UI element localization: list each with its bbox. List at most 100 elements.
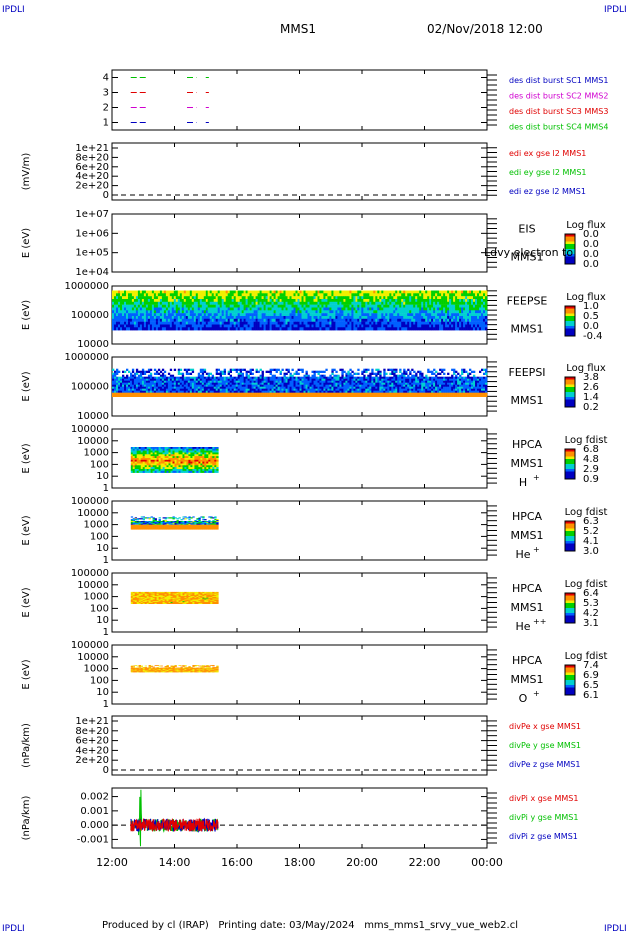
heatmap-cell bbox=[305, 384, 308, 387]
heatmap-cell bbox=[169, 293, 173, 297]
heatmap-cell bbox=[379, 307, 382, 311]
heatmap-cell bbox=[137, 301, 141, 305]
heatmap-cell bbox=[451, 380, 454, 383]
heatmap-cell bbox=[375, 299, 378, 303]
heatmap-cell bbox=[241, 327, 244, 331]
heatmap-cell bbox=[459, 388, 462, 391]
heatmap-cell bbox=[263, 299, 266, 303]
heatmap-cell bbox=[303, 384, 306, 387]
heatmap-cell bbox=[461, 310, 464, 314]
heatmap-cell bbox=[227, 316, 230, 320]
heatmap-cell bbox=[393, 388, 396, 391]
heatmap-cell bbox=[391, 380, 394, 383]
heatmap-cell bbox=[327, 380, 330, 383]
heatmap-cell bbox=[331, 321, 334, 325]
heatmap-cell bbox=[431, 304, 434, 308]
heatmap-cell bbox=[139, 392, 143, 395]
heatmap-cell bbox=[309, 296, 312, 300]
heatmap-cell bbox=[439, 382, 442, 385]
heatmap-cell bbox=[449, 299, 452, 303]
heatmap-cell bbox=[303, 316, 306, 320]
heatmap-cell bbox=[481, 310, 484, 314]
heatmap-cell bbox=[385, 388, 388, 391]
heatmap-cell bbox=[255, 307, 258, 311]
heatmap-cell bbox=[369, 392, 372, 395]
heatmap-cell bbox=[375, 293, 378, 297]
heatmap-cell bbox=[255, 304, 258, 308]
heatmap-cell bbox=[311, 382, 314, 385]
heatmap-cell bbox=[321, 378, 324, 381]
heatmap-cell bbox=[449, 293, 452, 297]
heatmap-cell bbox=[399, 299, 402, 303]
heatmap-cell bbox=[363, 324, 366, 328]
heatmap-cell bbox=[425, 307, 428, 311]
heatmap-cell bbox=[471, 376, 474, 379]
heatmap-cell bbox=[126, 293, 129, 297]
heatmap-cell bbox=[213, 394, 216, 397]
heatmap-cell bbox=[171, 313, 175, 317]
heatmap-cell bbox=[295, 318, 298, 322]
heatmap-cell bbox=[213, 386, 216, 389]
heatmap-cell bbox=[305, 386, 308, 389]
heatmap-cell bbox=[307, 310, 310, 314]
heatmap-cell bbox=[189, 384, 193, 387]
heatmap-cell bbox=[197, 316, 201, 320]
heatmap-cell bbox=[325, 307, 328, 311]
heatmap-cell bbox=[339, 316, 342, 320]
heatmap-cell bbox=[177, 310, 181, 314]
heatmap-cell bbox=[321, 370, 324, 373]
heatmap-cell bbox=[367, 386, 370, 389]
heatmap-cell bbox=[467, 374, 470, 377]
heatmap-cell bbox=[257, 382, 260, 385]
heatmap-cell bbox=[225, 324, 228, 328]
heatmap-cell bbox=[211, 296, 214, 300]
heatmap-cell bbox=[337, 316, 340, 320]
heatmap-cell bbox=[227, 301, 230, 305]
heatmap-cell bbox=[199, 313, 203, 317]
heatmap-cell bbox=[151, 299, 155, 303]
heatmap-cell bbox=[279, 376, 282, 379]
heatmap-cell bbox=[267, 304, 270, 308]
heatmap-cell bbox=[283, 318, 286, 322]
heatmap-cell bbox=[353, 386, 356, 389]
heatmap-cell bbox=[199, 290, 203, 294]
heatmap-cell bbox=[161, 310, 165, 314]
heatmap-cell bbox=[473, 299, 476, 303]
heatmap-cell bbox=[289, 310, 292, 314]
heatmap-cell bbox=[267, 321, 270, 325]
heatmap-cell bbox=[437, 321, 440, 325]
heatmap-cell bbox=[343, 321, 346, 325]
heatmap-cell bbox=[273, 299, 276, 303]
heatmap-cell bbox=[403, 380, 406, 383]
heatmap-cell bbox=[305, 307, 308, 311]
heatmap-cell bbox=[165, 376, 169, 379]
heatmap-cell bbox=[255, 378, 258, 381]
heatmap-cell bbox=[291, 290, 294, 294]
heatmap-cell bbox=[281, 316, 284, 320]
heatmap-cell bbox=[229, 324, 232, 328]
heatmap-cell bbox=[389, 388, 392, 391]
heatmap-cell bbox=[383, 368, 386, 371]
heatmap-cell bbox=[321, 290, 324, 294]
heatmap-cell bbox=[245, 370, 248, 373]
heatmap-cell bbox=[297, 384, 300, 387]
heatmap-cell bbox=[149, 307, 153, 311]
heatmap-cell bbox=[177, 370, 181, 373]
heatmap-cell bbox=[357, 318, 360, 322]
heatmap-cell bbox=[457, 384, 460, 387]
heatmap-cell bbox=[419, 296, 422, 300]
heatmap-cell bbox=[223, 386, 226, 389]
heatmap-cell bbox=[143, 327, 147, 331]
heatmap-cell bbox=[425, 296, 428, 300]
heatmap-cell bbox=[411, 324, 414, 328]
heatmap-cell bbox=[369, 376, 372, 379]
heatmap-cell bbox=[331, 313, 334, 317]
heatmap-cell bbox=[385, 321, 388, 325]
heatmap-cell bbox=[291, 301, 294, 305]
heatmap-cell bbox=[181, 380, 185, 383]
heatmap-cell bbox=[353, 316, 356, 320]
heatmap-cell bbox=[315, 376, 318, 379]
heatmap-cell bbox=[319, 316, 322, 320]
heatmap-cell bbox=[459, 310, 462, 314]
heatmap-cell bbox=[267, 293, 270, 297]
